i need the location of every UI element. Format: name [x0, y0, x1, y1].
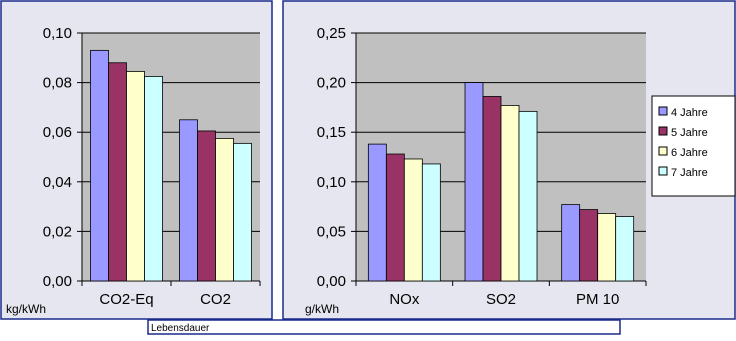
left-x-tick-labels: CO2-Eq CO2 [99, 291, 231, 308]
right-bar [615, 216, 635, 282]
left-bar [233, 142, 252, 282]
right-bar [403, 158, 423, 282]
right-bar [500, 105, 520, 282]
left-x-tick-label: CO2 [200, 291, 231, 308]
right-bar [518, 110, 538, 282]
right-y-tick-label: 0,25 [317, 25, 346, 42]
legend-swatch [658, 146, 668, 156]
right-x-tick-labels: NOx SO2 PM 10 [389, 291, 619, 308]
legend-box [651, 95, 736, 197]
left-bar [108, 62, 127, 282]
left-bars [90, 49, 252, 282]
left-y-tick-label: 0,08 [43, 75, 72, 92]
left-y-tick-label: 0,04 [43, 174, 72, 191]
legend-swatch [658, 166, 668, 176]
left-y-tick-label: 0,02 [43, 223, 72, 240]
right-x-tick-label: NOx [389, 291, 420, 308]
left-bar [215, 137, 234, 282]
right-bar [385, 153, 405, 282]
right-bars [367, 82, 635, 282]
legend-swatch [658, 126, 668, 136]
left-y-tick-labels: 0,00 0,02 0,04 0,06 0,08 0,10 [43, 25, 72, 290]
left-unit-label: kg/kWh [6, 302, 46, 316]
right-y-tick-labels: 0,00 0,05 0,10 0,15 0,20 0,25 [317, 25, 346, 290]
right-y-tick-label: 0,10 [317, 174, 346, 191]
legend-label: 6 Jahre [671, 147, 708, 159]
right-unit-label: g/kWh [305, 302, 339, 316]
caption-text: Lebensdauer [151, 323, 210, 334]
left-bar [197, 130, 216, 282]
caption-box [147, 319, 621, 335]
legend-swatch [658, 106, 668, 116]
left-y-tick-label: 0,00 [43, 273, 72, 290]
legend: 4 Jahre 5 Jahre 6 Jahre 7 Jahre [651, 95, 736, 197]
left-bar [144, 76, 163, 282]
left-bar [126, 71, 145, 282]
left-bar [90, 49, 109, 282]
right-y-tick-label: 0,20 [317, 75, 346, 92]
left-x-tick-label: CO2-Eq [99, 291, 153, 308]
right-bar [482, 96, 502, 282]
right-y-tick-label: 0,00 [317, 273, 346, 290]
right-bar [367, 143, 387, 282]
legend-label: 4 Jahre [671, 107, 708, 119]
legend-label: 5 Jahre [671, 127, 708, 139]
right-x-tick-label: SO2 [486, 291, 516, 308]
right-bar [464, 82, 484, 282]
right-bar [561, 204, 581, 282]
right-y-tick-label: 0,15 [317, 124, 346, 141]
left-y-tick-label: 0,10 [43, 25, 72, 42]
right-bar [597, 213, 617, 282]
right-x-tick-label: PM 10 [576, 291, 619, 308]
left-bar [179, 119, 198, 282]
right-bar [579, 209, 599, 282]
legend-label: 7 Jahre [671, 167, 708, 179]
left-y-tick-label: 0,06 [43, 124, 72, 141]
right-bar [421, 163, 441, 282]
right-y-tick-label: 0,05 [317, 223, 346, 240]
